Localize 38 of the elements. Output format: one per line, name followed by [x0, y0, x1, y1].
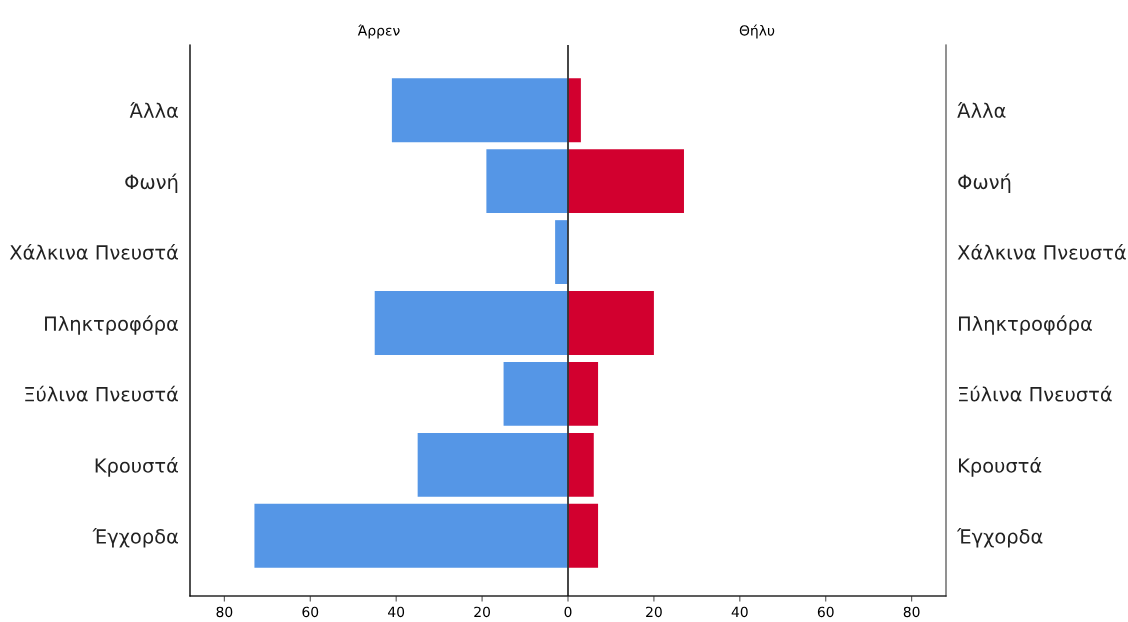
y2-tick-label: Πληκτροφόρα [45, 315, 178, 335]
x-tick-label: 60 [302, 606, 319, 618]
y-tick-label: Κρουστά [959, 457, 1042, 477]
x-tick-label: 80 [216, 606, 233, 618]
y-tick-label: Ξύλινα Πνευστά [959, 385, 1112, 402]
y-tick-label: Φωνή [958, 173, 1011, 193]
bar [568, 503, 599, 568]
y-tick-label: Χάλκινα Πνευστά [957, 243, 1126, 260]
y2-tick-label: Ξύλινα Πνευστά [25, 385, 178, 402]
bar [503, 361, 568, 426]
y-tick-label: Πληκτροφόρα [959, 315, 1092, 335]
bar [568, 361, 599, 426]
y2-tick-label: Άλλα [129, 102, 178, 118]
bar [568, 78, 581, 143]
bar [555, 220, 568, 284]
bar [417, 432, 568, 497]
y2-tick-label: Κρουστά [95, 457, 178, 477]
x-tick-label: 40 [731, 606, 748, 618]
bar [391, 78, 568, 143]
bar [374, 291, 568, 355]
x-tick-label: 20 [646, 606, 662, 618]
bar [568, 291, 654, 355]
x-tick-label: 40 [388, 606, 405, 618]
x-tick-label: 60 [817, 606, 834, 618]
x-tick-label: 0 [564, 606, 572, 618]
x-tick-label: 20 [474, 606, 491, 618]
y2-tick-label: Έγχορδα [92, 527, 178, 548]
y2-tick-label: Φωνή [125, 173, 178, 193]
y2-tick-label: Χάλκινα Πνευστά [9, 243, 178, 260]
bar [254, 503, 568, 568]
text: Άρρεν [357, 24, 400, 39]
bar [486, 149, 568, 214]
y-tick-label: Άλλα [957, 102, 1006, 118]
x-tick-label: 80 [903, 606, 920, 618]
bar [568, 432, 594, 497]
bar [568, 149, 684, 214]
text: Θήλυ [739, 24, 775, 39]
y-tick-label: Έγχορδα [956, 527, 1043, 548]
